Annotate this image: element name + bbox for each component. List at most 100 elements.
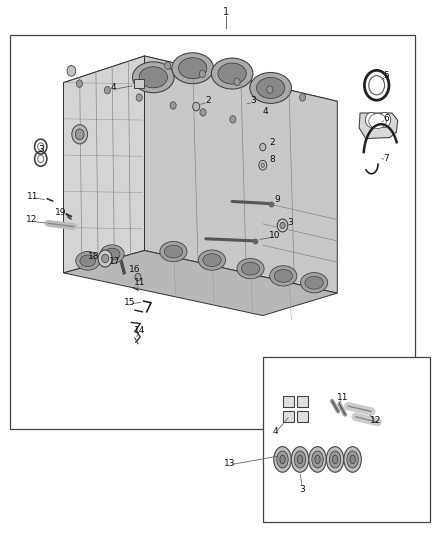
Text: 5: 5 xyxy=(383,71,389,80)
Text: 4: 4 xyxy=(110,84,116,92)
Ellipse shape xyxy=(291,447,309,472)
Text: 16: 16 xyxy=(129,265,141,274)
Ellipse shape xyxy=(294,451,306,468)
Circle shape xyxy=(280,222,285,229)
Text: 11: 11 xyxy=(337,393,348,401)
Text: 3: 3 xyxy=(287,219,293,227)
FancyBboxPatch shape xyxy=(283,411,294,422)
Ellipse shape xyxy=(80,255,95,266)
Circle shape xyxy=(193,102,200,111)
Text: 10: 10 xyxy=(269,231,281,240)
Ellipse shape xyxy=(297,455,303,464)
Text: 8: 8 xyxy=(269,156,276,164)
Polygon shape xyxy=(359,113,398,139)
Ellipse shape xyxy=(300,272,328,293)
Text: 3: 3 xyxy=(250,96,256,104)
Bar xyxy=(263,357,430,522)
Ellipse shape xyxy=(211,58,253,89)
Text: 3: 3 xyxy=(38,145,44,154)
Circle shape xyxy=(135,273,141,281)
Ellipse shape xyxy=(309,447,326,472)
Ellipse shape xyxy=(347,451,358,468)
Ellipse shape xyxy=(332,455,338,464)
Circle shape xyxy=(199,70,205,77)
Ellipse shape xyxy=(305,276,323,289)
Text: 6: 6 xyxy=(383,114,389,123)
Text: 7: 7 xyxy=(383,155,389,163)
Ellipse shape xyxy=(100,245,124,263)
Polygon shape xyxy=(145,56,337,293)
Circle shape xyxy=(104,86,110,94)
Ellipse shape xyxy=(329,451,341,468)
Polygon shape xyxy=(64,251,337,316)
Ellipse shape xyxy=(250,72,291,103)
Circle shape xyxy=(136,94,142,101)
Ellipse shape xyxy=(218,63,246,84)
Ellipse shape xyxy=(326,447,344,472)
Text: 18: 18 xyxy=(88,253,100,261)
Ellipse shape xyxy=(179,58,207,79)
Ellipse shape xyxy=(164,245,183,258)
Ellipse shape xyxy=(274,270,293,282)
Circle shape xyxy=(230,116,236,123)
Ellipse shape xyxy=(274,447,291,472)
Circle shape xyxy=(259,160,267,170)
Text: 11: 11 xyxy=(134,278,146,287)
Ellipse shape xyxy=(172,53,214,84)
Circle shape xyxy=(300,94,306,101)
Circle shape xyxy=(200,109,206,116)
Ellipse shape xyxy=(369,114,386,128)
Circle shape xyxy=(76,80,82,87)
Ellipse shape xyxy=(198,250,226,270)
Ellipse shape xyxy=(315,455,320,464)
Circle shape xyxy=(98,250,112,267)
Ellipse shape xyxy=(350,455,355,464)
Ellipse shape xyxy=(241,262,260,275)
Ellipse shape xyxy=(237,259,264,279)
Ellipse shape xyxy=(312,451,323,468)
Circle shape xyxy=(234,78,240,86)
Circle shape xyxy=(261,163,265,167)
Text: 2: 2 xyxy=(270,139,275,147)
Circle shape xyxy=(365,112,378,127)
Circle shape xyxy=(378,112,391,127)
Polygon shape xyxy=(64,56,337,129)
Text: 4: 4 xyxy=(272,427,278,436)
Text: 15: 15 xyxy=(124,298,135,307)
Ellipse shape xyxy=(203,254,221,266)
Text: 2: 2 xyxy=(205,96,211,104)
Ellipse shape xyxy=(270,266,297,286)
Text: 12: 12 xyxy=(26,215,37,224)
Text: 13: 13 xyxy=(224,459,236,468)
Text: 1: 1 xyxy=(223,7,229,17)
Circle shape xyxy=(165,62,171,69)
Ellipse shape xyxy=(76,252,100,270)
Circle shape xyxy=(102,254,109,263)
Ellipse shape xyxy=(139,67,167,88)
Text: 14: 14 xyxy=(134,326,145,335)
FancyBboxPatch shape xyxy=(134,79,144,88)
Ellipse shape xyxy=(132,62,174,93)
Circle shape xyxy=(277,219,288,232)
Polygon shape xyxy=(64,56,145,273)
Circle shape xyxy=(267,86,273,93)
Text: 4: 4 xyxy=(262,108,268,116)
Circle shape xyxy=(260,143,266,151)
Text: 12: 12 xyxy=(370,416,381,424)
Ellipse shape xyxy=(160,241,187,262)
Ellipse shape xyxy=(280,455,285,464)
FancyBboxPatch shape xyxy=(297,411,308,422)
Circle shape xyxy=(67,66,76,76)
Circle shape xyxy=(170,102,176,109)
Bar xyxy=(10,35,415,429)
Circle shape xyxy=(72,125,88,144)
Text: 9: 9 xyxy=(274,196,280,204)
Ellipse shape xyxy=(344,447,361,472)
Ellipse shape xyxy=(104,248,120,260)
Text: 3: 3 xyxy=(299,485,305,494)
Text: 17: 17 xyxy=(109,257,120,265)
Ellipse shape xyxy=(257,77,285,99)
Text: 19: 19 xyxy=(55,208,66,216)
FancyBboxPatch shape xyxy=(283,396,294,407)
FancyBboxPatch shape xyxy=(297,396,308,407)
